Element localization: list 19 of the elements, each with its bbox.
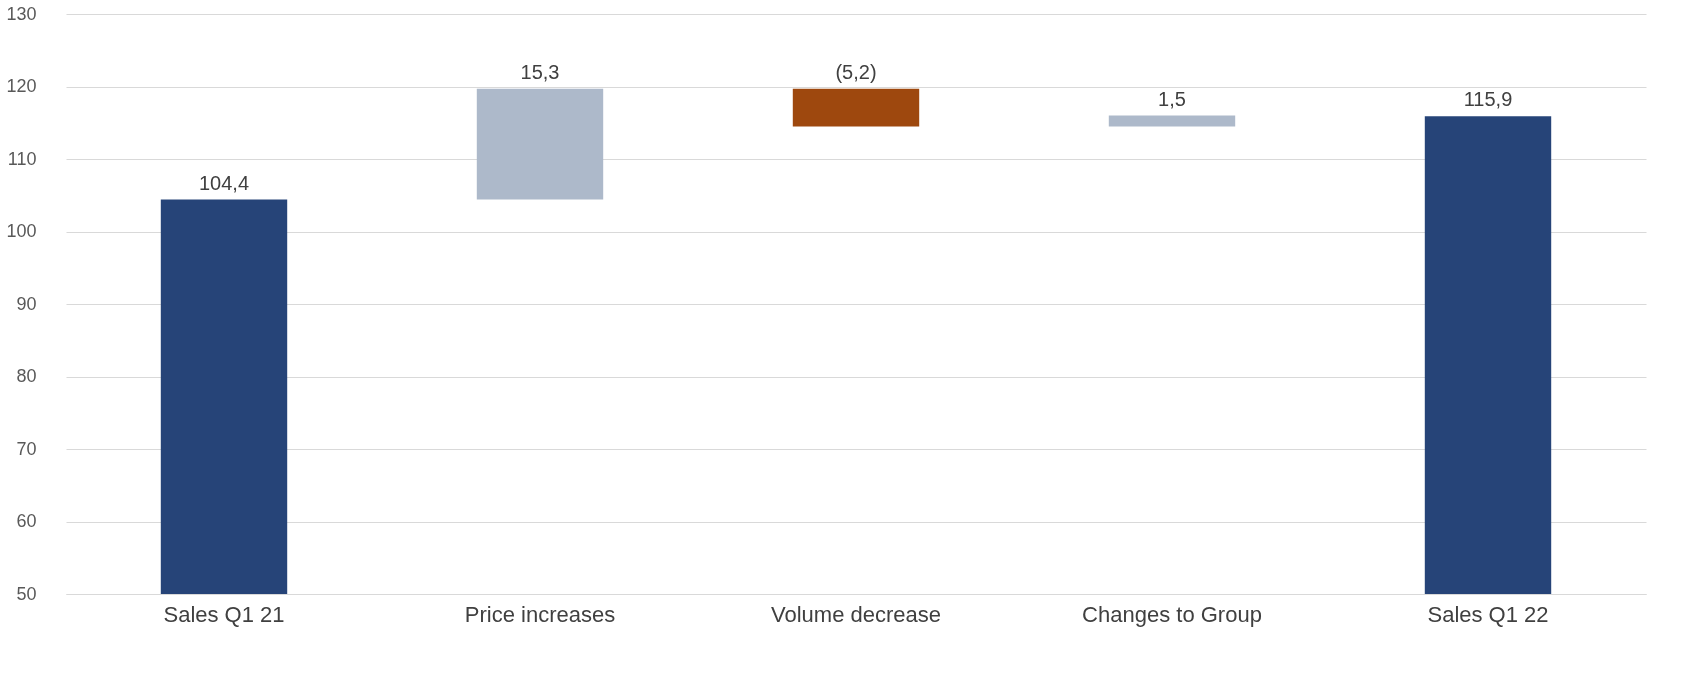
x-tick-label: Sales Q1 21 xyxy=(163,601,285,627)
data-label: 115,9 xyxy=(1463,88,1513,111)
x-tick-label: Price increases xyxy=(464,601,616,627)
x-tick-label: Sales Q1 22 xyxy=(1427,601,1549,627)
data-label: 1,5 xyxy=(1158,87,1186,110)
y-tick-label: 80 xyxy=(16,366,37,386)
data-label: 15,3 xyxy=(520,60,560,83)
data-label: (5,2) xyxy=(835,60,877,83)
y-tick-label: 120 xyxy=(6,76,37,96)
y-tick-label: 60 xyxy=(16,511,37,531)
y-tick-label: 70 xyxy=(16,438,37,459)
y-tick-label: 110 xyxy=(7,148,37,169)
data-label: 104,4 xyxy=(198,171,250,194)
y-tick-label: 50 xyxy=(16,583,37,604)
y-tick-label: 130 xyxy=(6,3,37,24)
x-tick-label: Volume decrease xyxy=(771,601,941,627)
y-tick-label: 100 xyxy=(6,221,37,241)
x-tick-label: Changes to Group xyxy=(1082,601,1262,627)
y-tick-label: 90 xyxy=(16,293,37,314)
